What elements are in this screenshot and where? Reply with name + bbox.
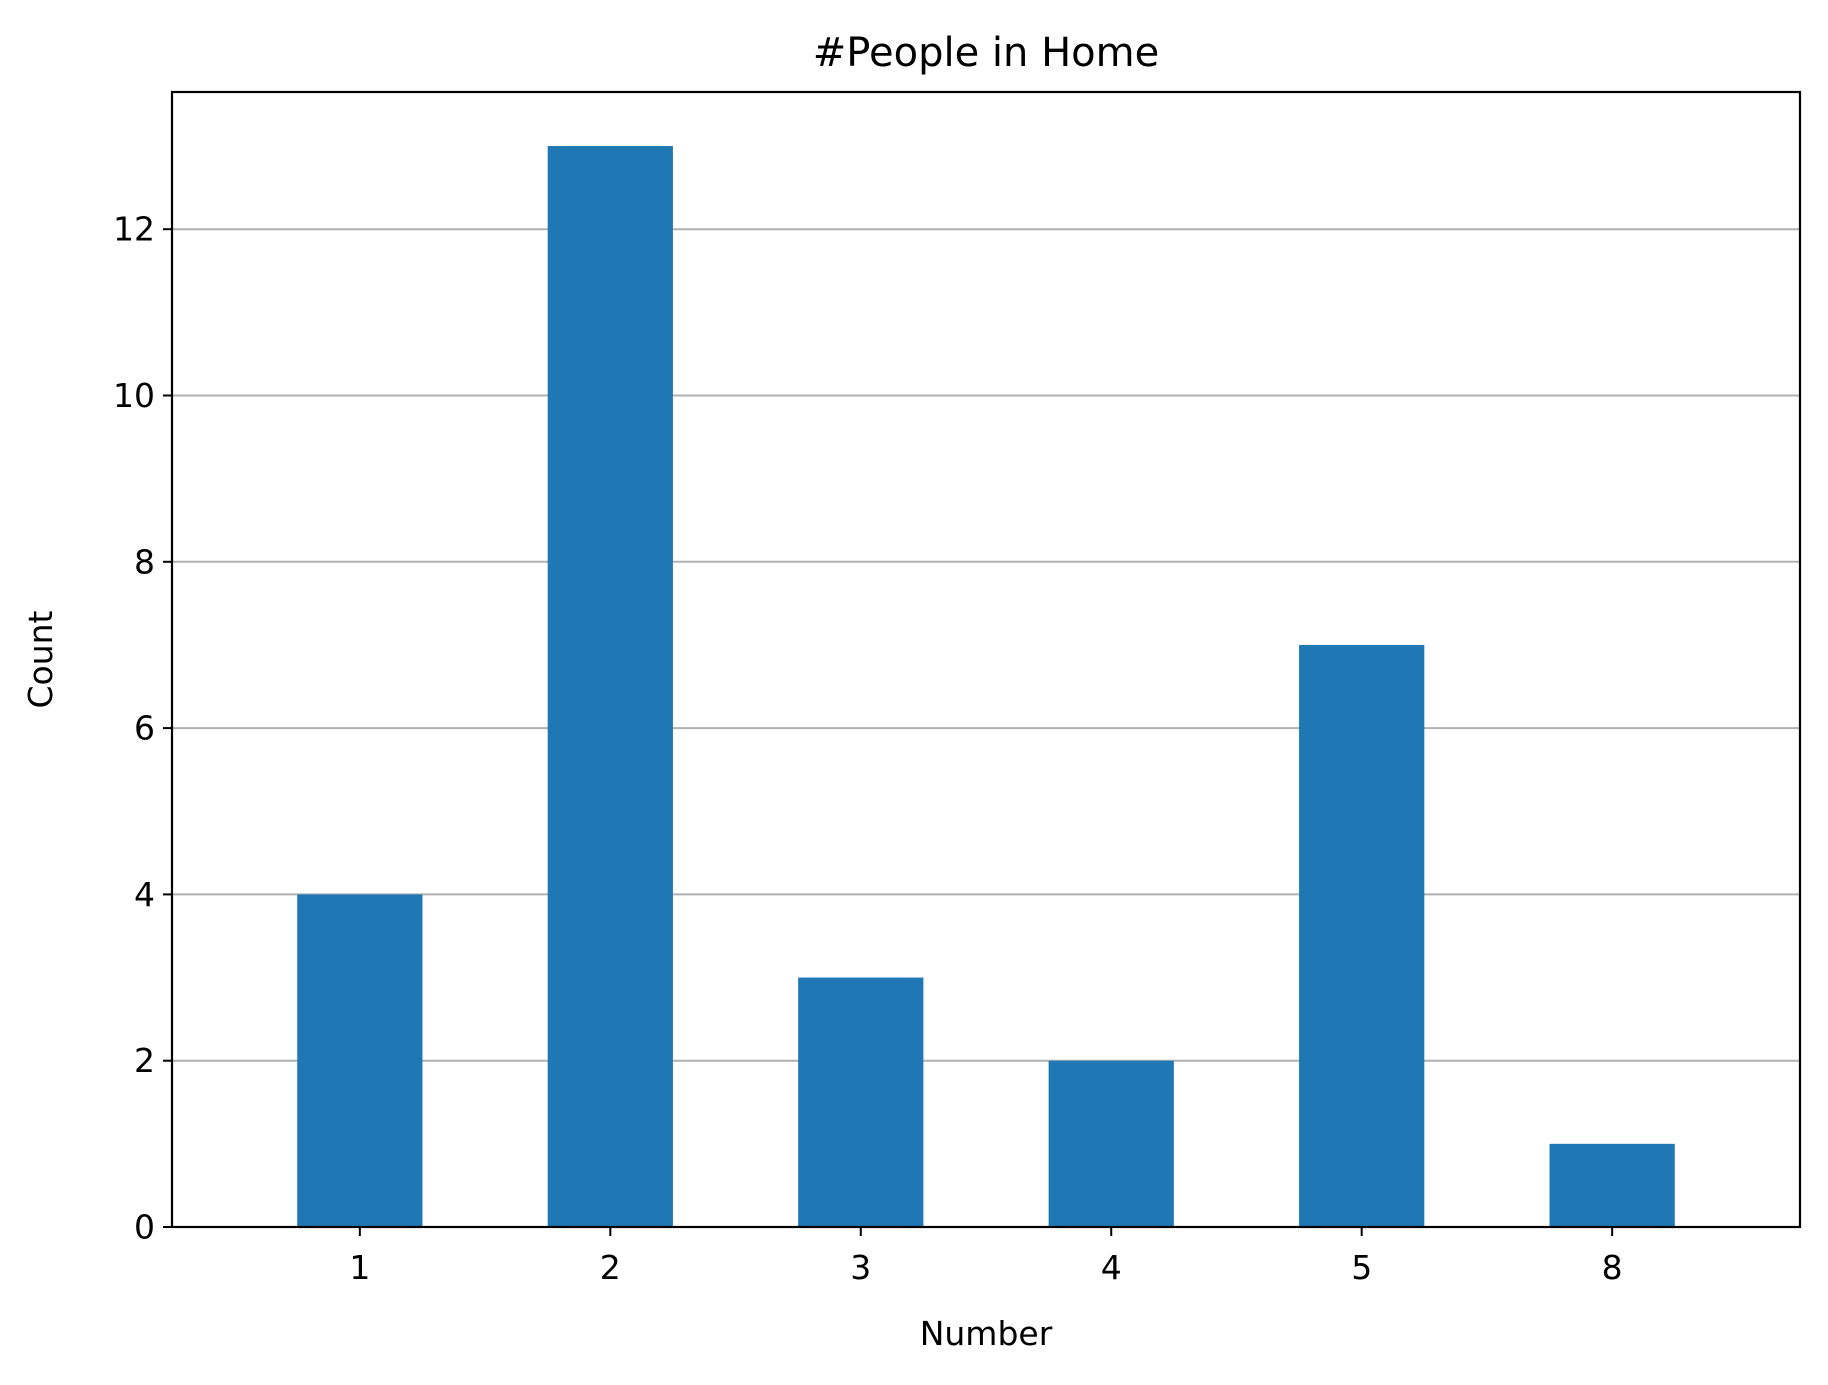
plot-frame <box>170 90 1802 1229</box>
bar-3 <box>798 977 924 1227</box>
y-tick-label: 2 <box>134 1041 155 1080</box>
x-tick-label: 1 <box>349 1248 370 1287</box>
chart-title: #People in Home <box>813 30 1159 76</box>
bar-4 <box>1048 1060 1174 1227</box>
x-tick-label: 5 <box>1351 1248 1372 1287</box>
bars <box>297 146 1675 1228</box>
x-axis-label: Number <box>920 1314 1053 1353</box>
x-tick-label: 8 <box>1602 1248 1623 1287</box>
y-tick-label: 10 <box>113 376 155 415</box>
y-tick-label: 6 <box>134 709 155 748</box>
bar-8 <box>1549 1143 1675 1227</box>
y-tick-label: 12 <box>113 210 155 249</box>
x-tick-label: 3 <box>850 1248 871 1287</box>
y-axis-ticks: 0 2 4 6 8 10 12 <box>113 210 172 1247</box>
x-tick-label: 4 <box>1101 1248 1122 1287</box>
bar-2 <box>547 146 673 1228</box>
x-tick-label: 2 <box>600 1248 621 1287</box>
bar-5 <box>1299 644 1425 1227</box>
bar-1 <box>297 894 423 1227</box>
y-tick-label: 8 <box>134 542 155 581</box>
y-tick-label: 0 <box>134 1208 155 1247</box>
x-axis-ticks: 1 2 3 4 5 8 <box>349 1227 1623 1287</box>
y-tick-label: 4 <box>134 875 155 914</box>
y-axis-label: Count <box>21 610 60 708</box>
grid-lines <box>172 228 1800 1062</box>
